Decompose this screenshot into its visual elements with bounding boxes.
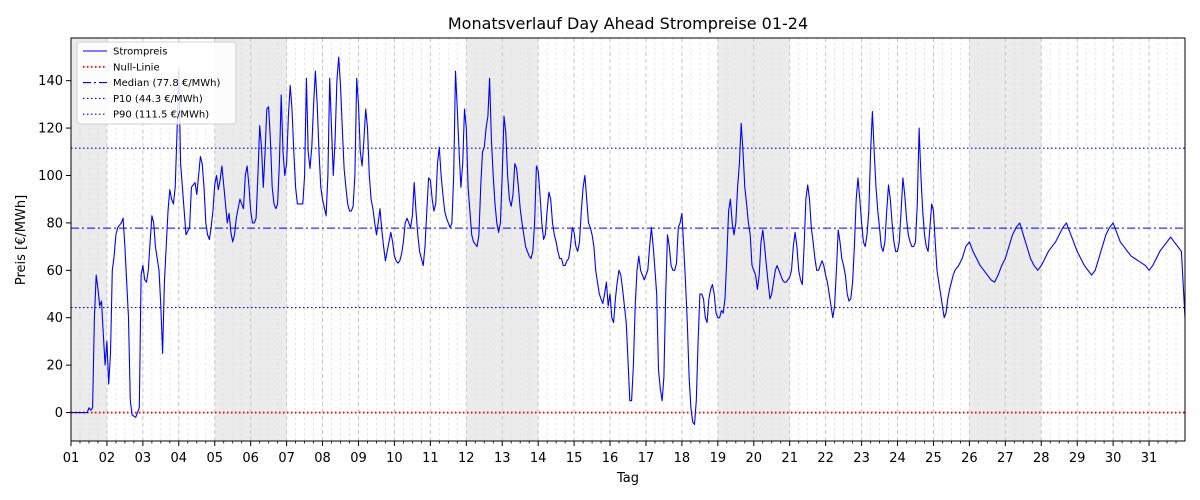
x-tick-label: 06 [242,451,259,466]
grid-layer [79,38,1177,441]
x-tick-label: 28 [1033,451,1050,466]
x-tick-label: 08 [314,451,331,466]
legend-label: P10 (44.3 €/MWh) [113,94,203,105]
x-tick-label: 14 [530,451,547,466]
x-tick-label: 21 [781,451,798,466]
x-tick-label: 30 [1105,451,1122,466]
y-tick-label: 60 [46,264,63,279]
x-tick-label: 15 [566,451,583,466]
x-tick-label: 26 [961,451,978,466]
weekend-shading-layer [71,38,1042,441]
y-tick-label: 140 [38,74,63,89]
y-tick-label: 40 [46,311,63,326]
y-axis-title: Preis [€/MWh] [14,195,29,285]
x-tick-label: 18 [674,451,691,466]
weekend-shade [969,38,1042,441]
chart-title: Monatsverlauf Day Ahead Strompreise 01-2… [448,14,808,33]
x-tick-label: 31 [1141,451,1158,466]
x-tick-label: 24 [889,451,906,466]
y-tick-label: 80 [46,216,63,231]
x-tick-label: 04 [171,451,188,466]
x-tick-label: 20 [746,451,763,466]
x-tick-label: 05 [206,451,223,466]
x-axis: 01 02 03 04 05 06 07 08 09 10 11 12 13 14 15 16 17 18 19 20… [63,441,1177,466]
legend-box [76,41,237,125]
legend-label: Strompreis [113,47,167,58]
weekend-shade [717,38,790,441]
legend-label: P90 (111.5 €/MWh) [113,110,209,121]
x-tick-label: 09 [350,451,367,466]
x-tick-label: 13 [494,451,511,466]
x-tick-label: 07 [278,451,295,466]
y-tick-label: 20 [46,359,63,374]
x-tick-label: 27 [997,451,1014,466]
x-axis-title: Tag [616,471,639,486]
series-layer [71,56,1186,425]
series-line-strompreis [71,56,1186,425]
weekend-shade [466,38,539,441]
y-axis: 0 20 40 60 80 100 120 140 [38,74,71,421]
x-tick-label: 01 [63,451,80,466]
x-tick-label: 17 [638,451,655,466]
x-tick-label: 25 [925,451,942,466]
x-tick-label: 19 [710,451,727,466]
y-tick-label: 0 [55,406,63,421]
x-tick-label: 22 [817,451,834,466]
legend-label: Null-Linie [113,62,160,73]
x-tick-label: 29 [1069,451,1086,466]
y-tick-label: 100 [38,169,63,184]
x-tick-label: 16 [602,451,619,466]
legend: Strompreis Null-Linie Median (77.8 €/MWh) P… [76,41,237,125]
x-tick-label: 10 [386,451,403,466]
x-tick-label: 02 [99,451,116,466]
x-tick-label: 03 [135,451,152,466]
y-tick-label: 120 [38,122,63,137]
legend-label: Median (77.8 €/MWh) [113,78,220,89]
x-tick-label: 12 [458,451,475,466]
reference-lines-layer [71,147,1185,414]
x-tick-label: 23 [853,451,870,466]
x-tick-label: 11 [422,451,439,466]
